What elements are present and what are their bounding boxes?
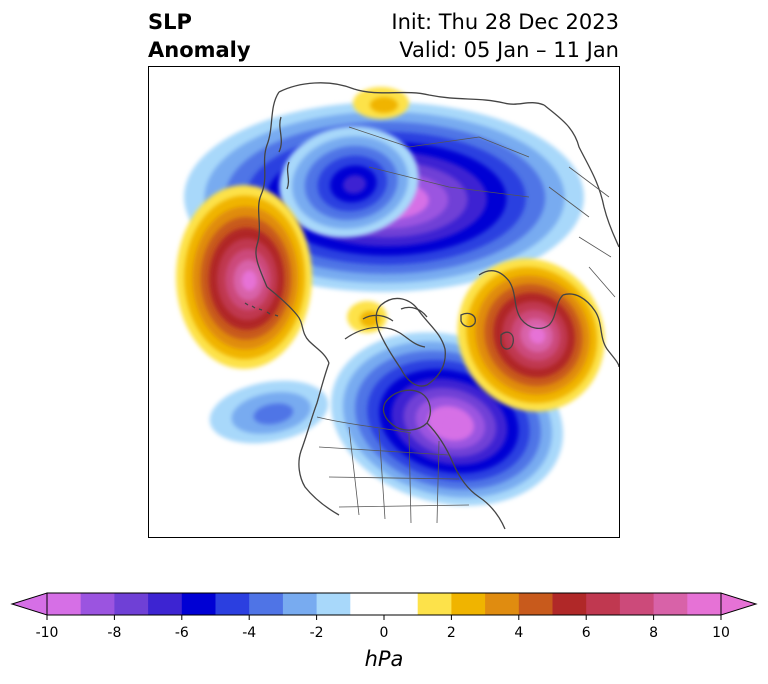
colorbar-tick-label: 2: [446, 625, 456, 641]
colorbar-units-label: hPa: [364, 647, 404, 671]
coastline-layer: [244, 82, 619, 530]
colorbar-tick-label: 0: [379, 625, 389, 641]
colorbar-bin: [282, 593, 318, 615]
colorbar: [10, 592, 758, 620]
anomaly-pacific-high: [176, 185, 312, 369]
coastline-greenland: [375, 297, 446, 387]
coastline-europe: [562, 293, 619, 368]
border-russia: [348, 126, 530, 198]
colorbar-tick-label: -8: [107, 625, 122, 641]
colorbar-bin: [518, 593, 553, 615]
anomaly-canada-low: [330, 332, 564, 506]
title-anomaly: Anomaly: [148, 38, 251, 62]
colorbar-bin: [485, 593, 520, 615]
anomaly-contour-band: [253, 403, 294, 425]
colorbar-bin: [181, 593, 216, 615]
coastline-kamchatka: [255, 91, 280, 288]
colorbar-bin: [249, 593, 284, 615]
colorbar-bin: [653, 593, 688, 615]
colorbar-bin: [215, 593, 250, 615]
border-us-states: [318, 426, 470, 524]
colorbar-tick-label: -6: [174, 625, 189, 641]
anomaly-contour-band: [342, 175, 367, 194]
colorbar-tick-label: 6: [581, 625, 591, 641]
colorbar-tick-marks: [46, 615, 722, 620]
anomaly-sw-low: [209, 380, 329, 444]
anomaly-contour-band: [439, 415, 463, 433]
anomaly-arctic-high: [353, 87, 409, 119]
border-europe: [548, 166, 616, 298]
coastline-na-west: [298, 362, 340, 516]
anomaly-europe-high: [457, 258, 605, 412]
colorbar-tick-label: -2: [309, 625, 324, 641]
coastline-british-isles: [500, 331, 514, 350]
colorbar-bin: [552, 593, 587, 615]
anomaly-fill-layer: [176, 87, 605, 506]
coastline-alaska: [266, 286, 330, 364]
anomaly-contour-band: [529, 326, 546, 344]
title-right: Init: Thu 28 Dec 2023 Valid: 05 Jan – 11…: [391, 8, 619, 64]
colorbar-bin: [47, 593, 82, 615]
coastline-aleutians: [244, 302, 279, 317]
map-canvas: [176, 82, 619, 530]
coastline-scandinavia: [478, 270, 564, 330]
coastline-iceland: [460, 312, 476, 328]
title-slp: SLP: [148, 10, 192, 34]
slp-anomaly-map: [148, 66, 620, 538]
colorbar-tick-label: 10: [712, 625, 730, 641]
colorbar-over-arrow: [720, 592, 758, 616]
coastline-asia-arctic: [278, 82, 545, 106]
colorbar-bin: [586, 593, 621, 615]
coastline-na-east: [426, 422, 506, 530]
colorbar-bin: [619, 593, 655, 615]
colorbar-tick-label: 4: [514, 625, 524, 641]
anomaly-russia-core: [279, 126, 419, 238]
colorbar-bin: [80, 593, 115, 615]
colorbar-tick-label: -10: [35, 625, 59, 641]
coastline-russia-east: [543, 104, 619, 248]
colorbar-bin: [417, 593, 452, 615]
colorbar-under-arrow: [10, 592, 48, 616]
border-us-canada: [316, 416, 412, 434]
valid-range: Valid: 05 Jan – 11 Jan: [399, 38, 619, 62]
anomaly-contour-band: [241, 270, 257, 291]
colorbar-bin: [316, 593, 351, 615]
colorbar-bin: [148, 593, 183, 615]
colorbar-tick-label: -4: [242, 625, 257, 641]
colorbar-tick-label: 8: [649, 625, 659, 641]
colorbar-bin: [114, 593, 149, 615]
colorbar-bin: [451, 593, 486, 615]
colorbar-bin: [687, 593, 722, 615]
init-date: Init: Thu 28 Dec 2023: [391, 10, 619, 34]
title-left: SLP Anomaly: [148, 8, 251, 64]
coastline-canada-arctic: [344, 306, 428, 348]
anomaly-contour-band: [370, 97, 398, 113]
colorbar-bin: [350, 593, 419, 615]
colorbar-bins: [47, 593, 722, 615]
coastline-japan: [278, 116, 290, 190]
